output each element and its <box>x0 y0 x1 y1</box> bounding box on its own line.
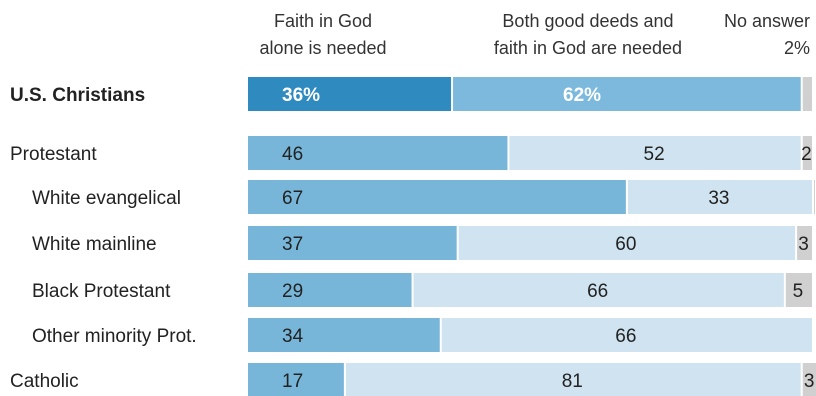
legend-label-1-line-2: alone is needed <box>259 38 386 58</box>
value-label-series-3: 3 <box>798 234 809 255</box>
bar-segment-series-1 <box>248 363 344 396</box>
bar-segment-series-3 <box>802 136 812 170</box>
legend-label-2-line-1: Both good deeds and <box>502 11 673 31</box>
legend-label-2-line-2: faith in God are needed <box>494 38 682 58</box>
bar-segment-series-1 <box>248 180 626 214</box>
value-label-series-2: 81 <box>562 371 583 392</box>
bar-segment-series-3 <box>785 273 812 307</box>
bar-segment-series-2 <box>413 273 784 307</box>
value-label-series-2: 52 <box>644 144 665 165</box>
value-label-series-3: 2% <box>784 38 810 58</box>
row-label: Black Protestant <box>32 281 171 302</box>
value-label-series-2: 66 <box>615 326 636 347</box>
value-label-series-2: 62% <box>563 85 601 106</box>
row-label: Protestant <box>10 144 97 165</box>
value-label-series-3: 3 <box>804 371 815 392</box>
bar-segment-series-3 <box>814 180 815 214</box>
value-label-series-2: 66 <box>587 281 608 302</box>
bar-segment-series-2 <box>458 226 796 260</box>
value-label-series-2: 33 <box>708 188 729 209</box>
value-label-series-2: 60 <box>615 234 636 255</box>
value-label-series-1: 67 <box>282 188 303 209</box>
row-label: U.S. Christians <box>10 85 145 106</box>
bar-segment-series-3 <box>802 363 816 396</box>
value-label-series-3: 2 <box>801 144 812 165</box>
bar-segment-series-3 <box>802 77 812 111</box>
value-label-series-1: 46 <box>282 144 303 165</box>
bar-segment-series-2 <box>627 180 812 214</box>
row-label: White evangelical <box>32 188 181 209</box>
bar-segment-series-3 <box>797 226 812 260</box>
value-label-series-3: 5 <box>793 281 804 302</box>
row-label: Other minority Prot. <box>32 326 197 347</box>
bar-segment-series-1 <box>248 273 412 307</box>
bar-segment-series-2 <box>345 363 801 396</box>
value-label-series-1: 37 <box>282 234 303 255</box>
value-label-series-1: 17 <box>282 371 303 392</box>
legend-label-3-line-1: No answer <box>724 11 810 31</box>
row-label: Catholic <box>10 371 79 392</box>
bar-segment-series-1 <box>248 77 452 111</box>
bar-segment-series-1 <box>248 226 457 260</box>
value-label-series-1: 36% <box>282 85 320 106</box>
value-label-series-1: 34 <box>282 326 304 347</box>
bar-segment-series-2 <box>509 136 801 170</box>
bar-segment-series-2 <box>441 318 812 352</box>
bar-segment-series-1 <box>248 136 508 170</box>
row-label: White mainline <box>32 234 157 255</box>
bar-segment-series-2 <box>453 77 801 111</box>
legend-label-1-line-1: Faith in God <box>274 11 372 31</box>
bar-segment-series-1 <box>248 318 440 352</box>
value-label-series-1: 29 <box>282 281 303 302</box>
